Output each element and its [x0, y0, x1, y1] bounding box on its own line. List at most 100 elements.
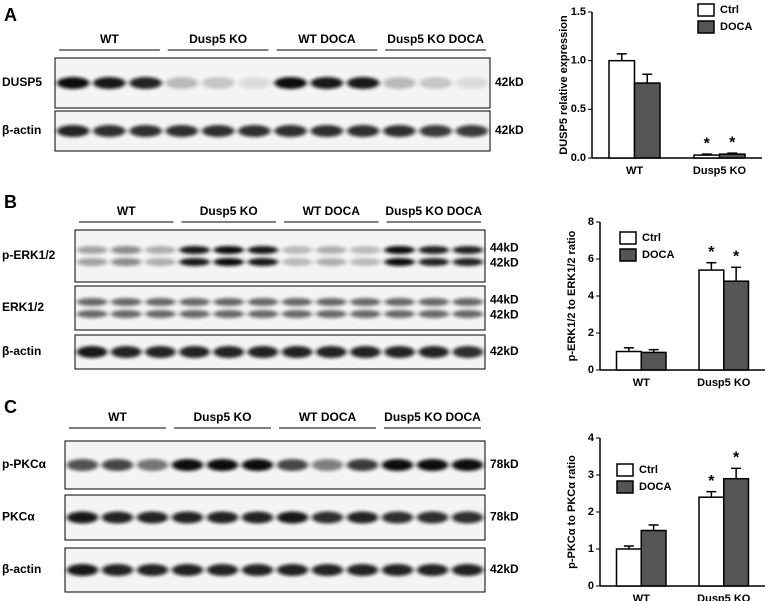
bar [640, 529, 667, 587]
band [110, 346, 142, 358]
band [384, 346, 415, 358]
size-label: 78kD [490, 510, 519, 524]
legend-swatch [619, 248, 637, 262]
band [311, 511, 344, 524]
band [281, 310, 313, 318]
band [346, 511, 379, 524]
blot-label: β-actin [2, 562, 41, 576]
band [93, 77, 126, 89]
bar [718, 153, 746, 159]
legend-label: DOCA [720, 21, 752, 33]
y-tick-label: 0.0 [571, 152, 586, 164]
band [346, 459, 379, 471]
size-label: 42kD [490, 308, 519, 322]
band [418, 258, 450, 266]
band [76, 246, 108, 254]
band [384, 246, 415, 254]
band [213, 346, 245, 358]
y-tick-label: 6 [588, 253, 594, 265]
band [452, 310, 484, 318]
blot-label: p-PKCα [2, 457, 47, 471]
x-tick-label: WT [633, 377, 650, 389]
band [179, 298, 210, 306]
band [451, 459, 484, 471]
group-label: Dusp5 KO [189, 32, 247, 46]
bar [640, 351, 667, 371]
group-label: Dusp5 KO DOCA [384, 410, 481, 424]
bar [698, 269, 725, 371]
band [206, 511, 239, 524]
band [145, 246, 176, 254]
size-label: 42kD [495, 75, 524, 89]
band [145, 346, 176, 358]
band [416, 564, 449, 576]
band [101, 459, 134, 471]
band [350, 310, 381, 318]
bar [615, 548, 642, 587]
blot-label: DUSP5 [2, 75, 42, 89]
bar [633, 82, 661, 159]
band [76, 258, 108, 266]
band [93, 125, 126, 137]
band [315, 298, 347, 306]
band [315, 258, 347, 266]
blot-label: β-actin [2, 123, 41, 137]
legend-label: Ctrl [642, 232, 661, 244]
significance: * [704, 135, 711, 152]
band [452, 346, 484, 358]
band [206, 459, 239, 471]
size-label: 44kD [490, 293, 519, 307]
significance: * [733, 249, 740, 266]
bar [723, 477, 750, 587]
group-label: Dusp5 KO DOCA [385, 204, 482, 218]
band [350, 346, 381, 358]
band [247, 246, 279, 254]
band [171, 511, 204, 524]
size-label: 44kD [490, 241, 519, 255]
band [241, 511, 274, 524]
band [276, 511, 309, 524]
size-label: 42kD [490, 562, 519, 576]
band [110, 310, 142, 318]
band [274, 125, 307, 137]
band [179, 346, 210, 358]
band [179, 258, 210, 266]
band [201, 77, 235, 89]
band [418, 298, 450, 306]
y-tick-label: 4 [588, 432, 595, 444]
group-label: Dusp5 KO [193, 410, 251, 424]
bar [693, 154, 721, 159]
size-label: 42kD [490, 344, 519, 358]
band [418, 310, 450, 318]
band [274, 77, 307, 89]
legend-label: Ctrl [720, 4, 739, 16]
band [66, 564, 99, 576]
band [213, 298, 245, 306]
group-label: Dusp5 KO DOCA [387, 32, 484, 46]
blot-label: ERK1/2 [2, 300, 44, 314]
band [416, 459, 449, 471]
x-tick-label: WT [626, 165, 643, 177]
band [381, 459, 414, 471]
band [416, 511, 449, 524]
band [129, 125, 162, 137]
blot-frame [64, 494, 486, 541]
band [350, 258, 381, 266]
blot-frame [54, 57, 491, 109]
blot-label: β-actin [2, 344, 41, 358]
band [179, 246, 210, 254]
blot-frame [74, 229, 486, 283]
y-tick-label: 8 [588, 216, 594, 228]
significance: * [708, 244, 715, 261]
band [418, 246, 450, 254]
band [276, 459, 309, 471]
band [384, 258, 415, 266]
band [145, 298, 176, 306]
group-label: Dusp5 KO [200, 204, 258, 218]
y-tick-label: 1.5 [571, 6, 586, 18]
band [315, 346, 347, 358]
y-tick-label: 2 [588, 327, 594, 339]
band [110, 246, 142, 254]
band [76, 310, 108, 318]
